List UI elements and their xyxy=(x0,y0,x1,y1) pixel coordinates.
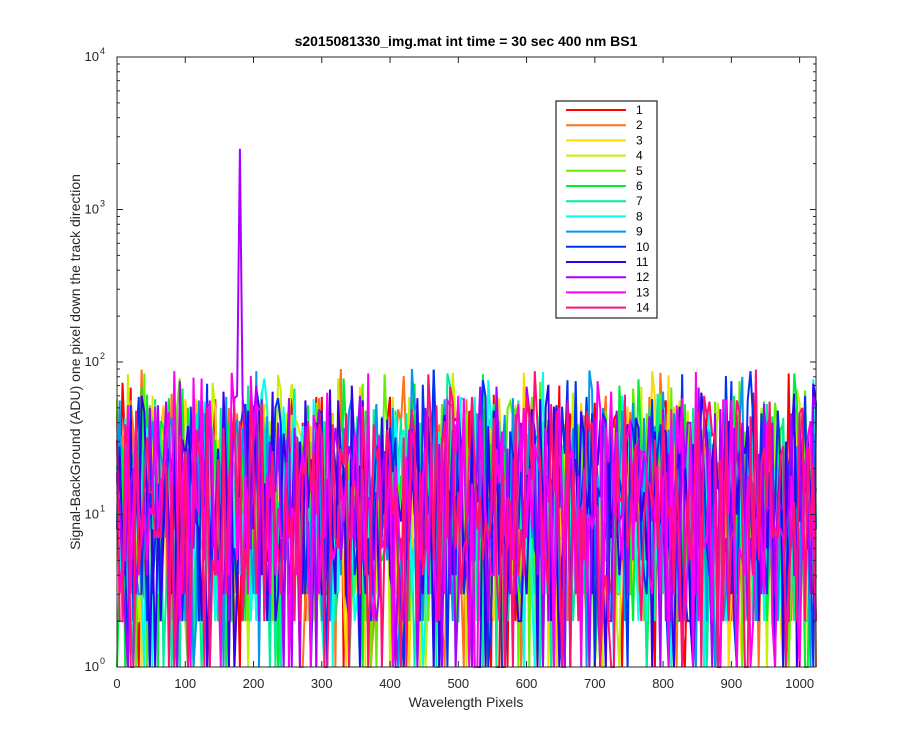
x-tick-label: 600 xyxy=(516,676,538,691)
legend-label-5: 5 xyxy=(636,164,643,178)
series-line-14 xyxy=(116,369,817,668)
legend-label-7: 7 xyxy=(636,194,643,208)
legend-label-11: 11 xyxy=(636,255,649,269)
legend-label-12: 12 xyxy=(636,270,650,284)
legend-label-1: 1 xyxy=(636,103,643,117)
legend-label-9: 9 xyxy=(636,225,643,239)
y-tick-label: 10 xyxy=(85,202,99,217)
legend-label-14: 14 xyxy=(636,301,650,315)
y-tick-exponent: 2 xyxy=(100,351,105,361)
x-tick-label: 500 xyxy=(447,676,469,691)
legend-label-13: 13 xyxy=(636,285,650,299)
x-tick-label: 300 xyxy=(311,676,333,691)
x-axis-label: Wavelength Pixels xyxy=(409,694,524,710)
x-tick-label: 200 xyxy=(243,676,265,691)
series-layer xyxy=(116,148,817,668)
x-tick-label: 700 xyxy=(584,676,606,691)
legend-label-6: 6 xyxy=(636,179,643,193)
chart-title: s2015081330_img.mat int time = 30 sec 40… xyxy=(295,33,638,49)
y-tick-label: 10 xyxy=(85,49,99,64)
legend-label-3: 3 xyxy=(636,133,643,147)
legend-label-8: 8 xyxy=(636,209,643,223)
y-tick-exponent: 1 xyxy=(100,504,105,514)
y-tick-label: 10 xyxy=(85,507,99,522)
y-tick-exponent: 3 xyxy=(100,199,105,209)
x-tick-label: 900 xyxy=(721,676,743,691)
x-tick-label: 0 xyxy=(113,676,120,691)
y-tick-exponent: 0 xyxy=(100,656,105,666)
y-tick-label: 10 xyxy=(85,659,99,674)
x-tick-label: 1000 xyxy=(785,676,814,691)
legend-label-2: 2 xyxy=(636,118,643,132)
legend-label-10: 10 xyxy=(636,240,650,254)
legend-box xyxy=(555,100,658,319)
y-axis-label: Signal-BackGround (ADU) one pixel down t… xyxy=(67,174,83,550)
x-tick-label: 100 xyxy=(174,676,196,691)
legend-label-4: 4 xyxy=(636,149,643,163)
x-tick-label: 800 xyxy=(652,676,674,691)
y-tick-label: 10 xyxy=(85,354,99,369)
x-tick-label: 400 xyxy=(379,676,401,691)
y-tick-exponent: 4 xyxy=(100,46,105,56)
